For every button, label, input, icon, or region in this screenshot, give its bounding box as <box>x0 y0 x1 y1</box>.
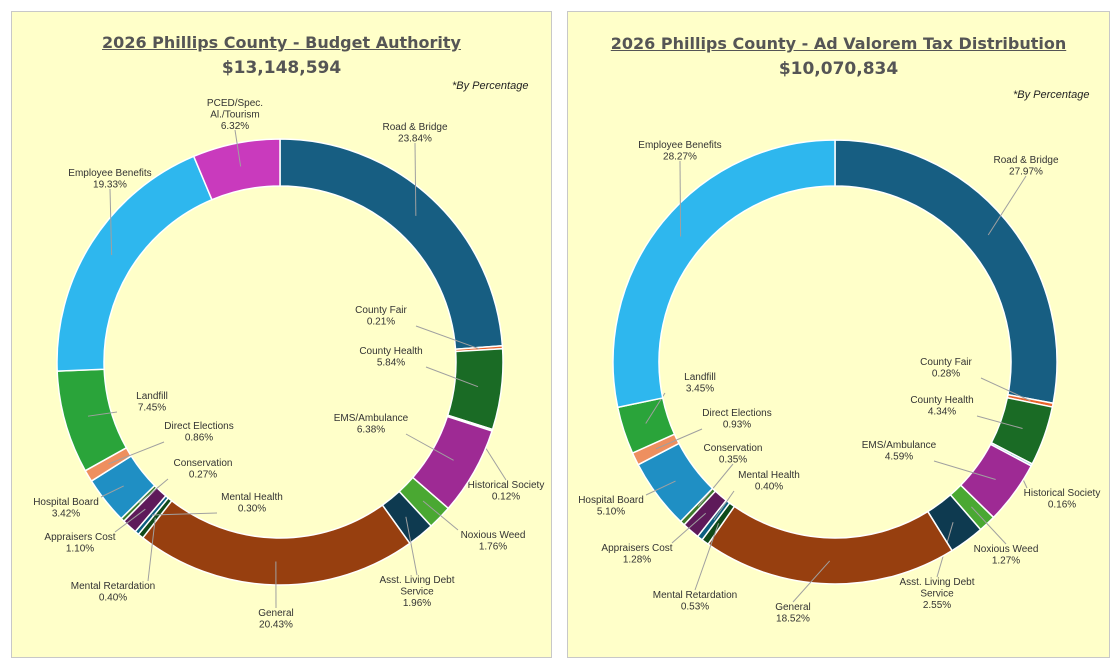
data-label: Mental Retardation 0.40% <box>71 581 156 604</box>
leader-line <box>987 175 1027 236</box>
chart-note: *By Percentage <box>1013 89 1090 101</box>
leader-line <box>425 366 479 388</box>
data-label: Appraisers Cost 1.28% <box>601 543 672 566</box>
data-label: General 20.43% <box>258 608 294 631</box>
data-label: PCED/Spec. Al./Tourism 6.32% <box>207 98 263 132</box>
leader-line <box>147 517 156 582</box>
data-label: Appraisers Cost 1.10% <box>44 532 115 555</box>
data-label: Road & Bridge 23.84% <box>382 122 447 145</box>
slice-general <box>707 505 954 585</box>
data-label: Mental Health 0.30% <box>221 492 283 515</box>
data-label: Noxious Weed 1.27% <box>974 544 1039 567</box>
leader-line <box>655 428 703 450</box>
data-label: Employee Benefits 28.27% <box>638 140 721 163</box>
data-label: Hospital Board 3.42% <box>33 497 99 520</box>
leader-line <box>100 485 124 498</box>
leader-line <box>422 500 459 531</box>
data-label: Mental Retardation 0.53% <box>653 590 738 613</box>
leader-line <box>151 512 218 516</box>
data-label: Employee Benefits 19.33% <box>68 168 151 191</box>
leader-line <box>694 523 719 591</box>
leader-line <box>671 512 707 544</box>
chart-subtitle: $13,148,594 <box>221 58 342 78</box>
data-label: General 18.52% <box>775 602 811 625</box>
leader-line <box>645 480 676 496</box>
data-label: Direct Elections 0.86% <box>164 421 233 444</box>
leader-line <box>414 142 417 216</box>
data-label: Hospital Board 5.10% <box>578 495 644 518</box>
leader-line <box>697 463 734 507</box>
data-label: EMS/Ambulance 4.59% <box>862 440 937 463</box>
data-label: Asst. Living Debt Service 2.55% <box>899 577 974 611</box>
leader-line <box>976 415 1023 429</box>
data-label: Noxious Weed 1.76% <box>461 530 526 553</box>
slice-employee-benefits <box>612 139 836 409</box>
leader-line <box>109 188 113 255</box>
donut-chart-0: Road & Bridge 23.84% County Fair 0.21% Count… <box>33 98 544 631</box>
leader-line <box>933 460 996 480</box>
data-label: Direct Elections 0.93% <box>702 408 771 431</box>
slice-pced-spec-al-tourism <box>192 138 281 201</box>
chart-subtitle: $10,070,834 <box>778 59 899 79</box>
chart-title: 2026 Phillips County - Ad Valorem Tax Di… <box>610 34 1067 53</box>
data-label: Conservation 0.35% <box>704 443 763 466</box>
data-label: County Health 5.84% <box>359 346 422 369</box>
data-label: Mental Health 0.40% <box>738 470 800 493</box>
leader-line <box>713 490 735 521</box>
data-label: Landfill 7.45% <box>136 391 168 414</box>
leader-line <box>679 160 682 237</box>
leader-line <box>792 560 831 603</box>
leader-line <box>971 506 1007 545</box>
leader-line <box>114 508 146 533</box>
leader-line <box>108 441 165 465</box>
leader-line <box>87 411 118 417</box>
slice-employee-benefits <box>56 155 213 372</box>
data-label: County Fair 0.28% <box>920 357 972 380</box>
leader-line <box>138 478 169 504</box>
leader-line <box>234 129 242 167</box>
data-label: Landfill 3.45% <box>684 372 716 395</box>
data-label: Historical Society 0.16% <box>1024 488 1101 511</box>
leader-line <box>405 433 454 461</box>
data-label: Historical Society 0.12% <box>468 480 545 503</box>
data-label: County Health 4.34% <box>910 395 973 418</box>
chart-note: *By Percentage <box>452 80 529 92</box>
data-label: Asst. Living Debt Service 1.96% <box>379 575 454 609</box>
data-label: Conservation 0.27% <box>174 458 233 481</box>
data-label: Road & Bridge 27.97% <box>993 155 1058 178</box>
donut-chart-1: Road & Bridge 27.97% County Fair 0.28% Count… <box>578 139 1101 625</box>
leader-line <box>405 516 418 576</box>
leader-line <box>415 325 480 350</box>
data-label: County Fair 0.21% <box>355 305 407 328</box>
leader-line <box>980 377 1031 402</box>
data-label: EMS/Ambulance 6.38% <box>334 413 409 436</box>
chart-title: 2026 Phillips County - Budget Authority <box>102 33 461 52</box>
